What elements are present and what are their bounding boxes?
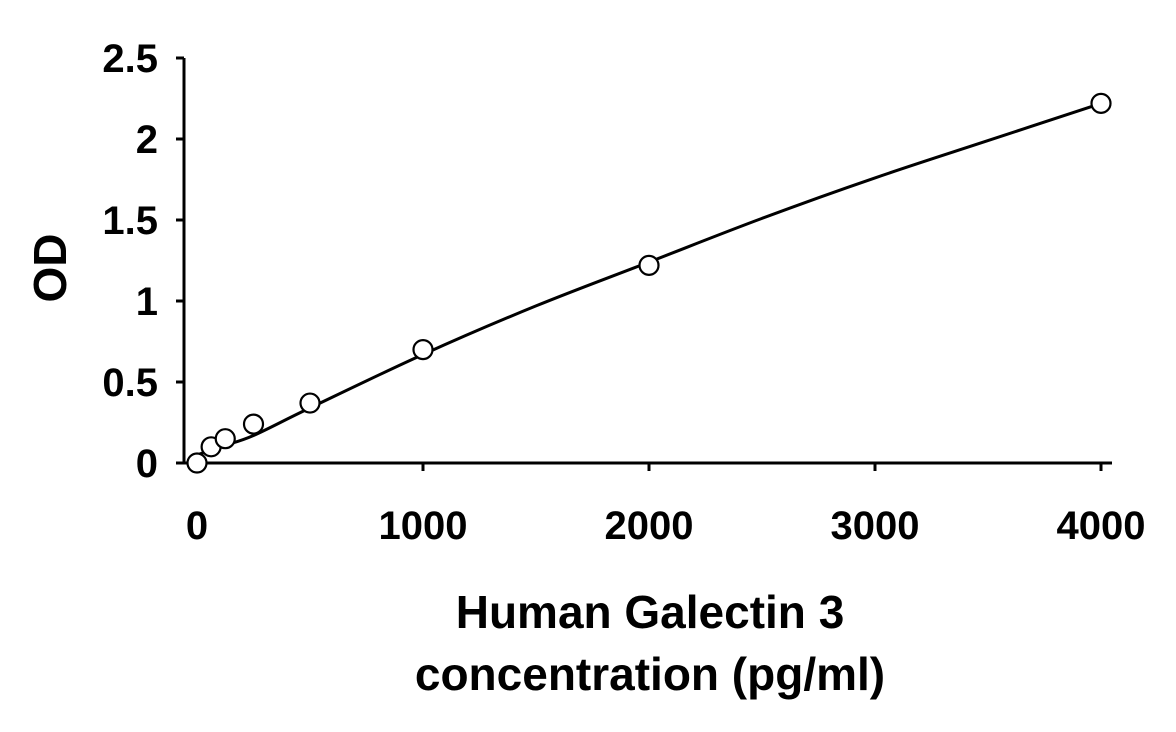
y-tick-label: 0.5: [102, 361, 158, 405]
y-tick-label: 2.5: [102, 37, 158, 81]
x-tick-label: 2000: [605, 504, 694, 548]
data-point: [214, 428, 236, 450]
data-point: [186, 452, 208, 474]
y-tick-label: 0: [136, 442, 158, 486]
x-tick-label: 4000: [1057, 504, 1146, 548]
data-point: [412, 339, 434, 361]
data-point: [242, 413, 265, 435]
x-tick-label: 3000: [831, 504, 920, 548]
y-tick-label: 1.5: [102, 199, 158, 243]
y-tick-label: 2: [136, 118, 158, 162]
data-point: [299, 392, 321, 414]
data-points: [186, 92, 1112, 474]
y-axis-ticks: 0 0.5 1 1.5 2 2.5: [102, 37, 184, 486]
data-point: [638, 254, 660, 276]
x-axis-title-line-2: concentration (pg/ml): [415, 648, 885, 700]
x-axis-title-line-1: Human Galectin 3: [456, 586, 845, 638]
x-axis-ticks: 0 1000 2000 3000 4000: [186, 463, 1146, 548]
data-point: [1090, 92, 1112, 114]
x-tick-label: 1000: [379, 504, 468, 548]
fit-curve: [196, 101, 1102, 457]
y-tick-label: 1: [136, 280, 158, 324]
y-axis-title: OD: [24, 234, 76, 303]
x-tick-label: 0: [186, 504, 208, 548]
